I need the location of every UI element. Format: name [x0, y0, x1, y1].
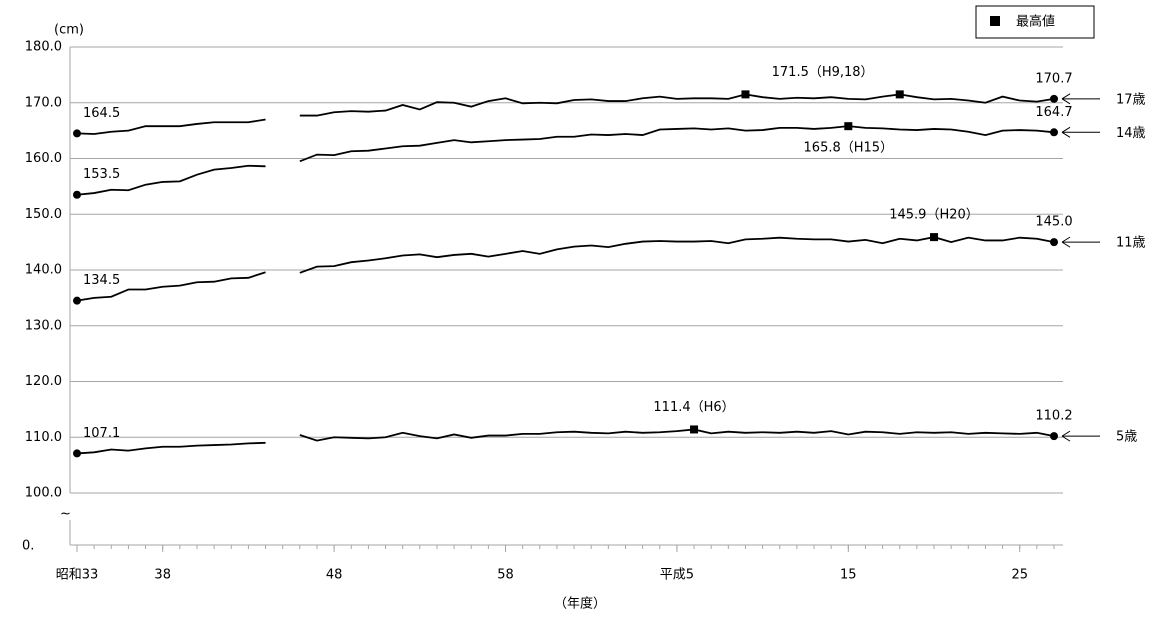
series-arrow: [1061, 126, 1100, 138]
value-label: 164.5: [83, 106, 120, 121]
value-label: 110.2: [1035, 409, 1072, 424]
y-tick-label: 150.0: [25, 207, 62, 222]
y-axis-label: (cm): [54, 23, 84, 38]
end-point: [1050, 238, 1058, 247]
max-label: 111.4（H6）: [653, 400, 734, 415]
y-tick-label: 140.0: [25, 263, 62, 278]
end-point: [1050, 128, 1058, 137]
max-marker: [690, 425, 699, 434]
x-tick-label: 15: [840, 568, 857, 583]
y-tick-label: 160.0: [25, 151, 62, 166]
end-point: [73, 449, 81, 458]
legend-label: 最高値: [1016, 14, 1055, 30]
y-tick-label: 100.0: [25, 486, 62, 501]
y-tick-label: 120.0: [25, 374, 62, 389]
axis-break-label: 0.: [22, 539, 34, 554]
end-point: [1050, 94, 1058, 103]
value-label: 170.7: [1035, 71, 1072, 86]
x-tick-label: 58: [497, 568, 514, 583]
end-point: [73, 190, 81, 199]
max-label: 165.8（H15）: [804, 141, 894, 156]
value-label: 164.7: [1035, 105, 1072, 120]
axis-break-mark: ~: [60, 507, 71, 522]
x-tick-label: 昭和33: [56, 568, 99, 583]
series-name: 5歳: [1116, 430, 1137, 445]
max-marker: [895, 90, 904, 99]
x-tick-label: 48: [326, 568, 343, 583]
series-name: 14歳: [1116, 126, 1146, 141]
y-tick-label: 110.0: [25, 430, 62, 445]
legend-marker: [990, 16, 1000, 26]
series-arrow: [1061, 430, 1100, 442]
end-point: [1050, 432, 1058, 441]
end-point: [73, 296, 81, 305]
value-label: 134.5: [83, 273, 120, 288]
max-label: 171.5（H9,18）: [772, 65, 874, 80]
series-arrow: [1061, 236, 1100, 248]
y-tick-label: 170.0: [25, 95, 62, 110]
value-label: 145.0: [1035, 215, 1072, 230]
series-line: [76, 93, 1055, 135]
series-line: [76, 236, 1055, 302]
series-line: [76, 125, 1055, 196]
series-line: [76, 428, 1055, 455]
x-tick-label: 25: [1011, 568, 1028, 583]
series-name: 17歳: [1116, 92, 1146, 107]
y-tick-label: 130.0: [25, 318, 62, 333]
x-axis-label: （年度）: [554, 596, 606, 612]
value-label: 107.1: [83, 426, 120, 441]
series-arrow: [1061, 93, 1100, 105]
max-marker: [741, 90, 750, 99]
value-label: 153.5: [83, 167, 120, 182]
max-marker: [930, 233, 939, 242]
max-label: 145.9（H20）: [889, 208, 979, 223]
series-name: 11歳: [1116, 236, 1146, 251]
max-marker: [844, 122, 853, 131]
y-tick-label: 180.0: [25, 40, 62, 55]
x-tick-label: 38: [154, 568, 171, 583]
x-tick-label: 平成5: [660, 568, 694, 583]
end-point: [73, 129, 81, 138]
